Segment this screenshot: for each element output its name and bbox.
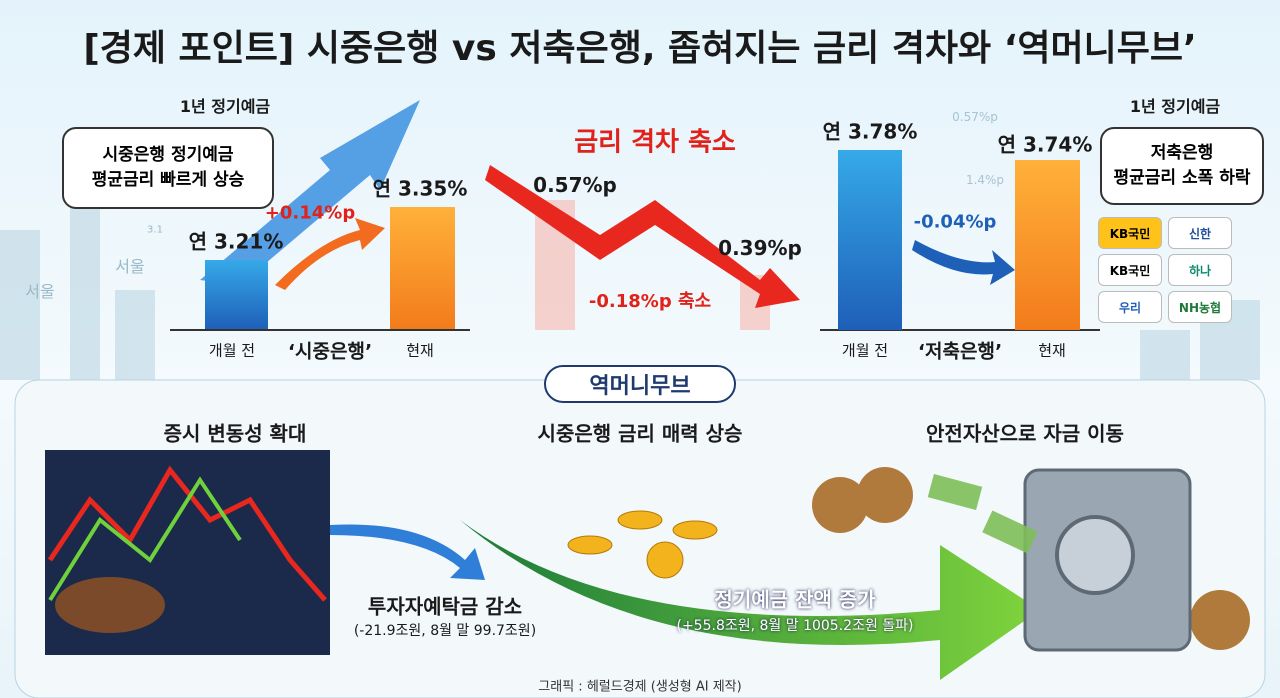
rate-change: +0.14%p bbox=[264, 202, 356, 224]
outflow-title: 투자자예탁금 감소 bbox=[367, 594, 523, 619]
rate-change: -0.04%p bbox=[913, 211, 997, 233]
bank-logo: 신한 bbox=[1168, 217, 1232, 249]
step-title: 증시 변동성 확대 bbox=[163, 421, 307, 446]
bank-logo: NH농협 bbox=[1168, 291, 1232, 323]
axis-label: ‘시중은행’ bbox=[287, 340, 373, 363]
bubble-line: 저축은행 bbox=[1150, 142, 1214, 163]
bank-logo: KB국민 bbox=[1098, 217, 1162, 249]
panel-label: 1년 정기예금 bbox=[179, 97, 271, 116]
gap-end: 0.39%p bbox=[718, 236, 802, 260]
inflow-detail: (+55.8조원, 8월 말 1005.2조원 돌파) bbox=[676, 618, 914, 634]
step-title: 안전자산으로 자금 이동 bbox=[926, 421, 1124, 446]
axis-label: 개월 전 bbox=[208, 341, 256, 360]
axis-label: 현재 bbox=[1038, 341, 1066, 360]
axis-label: 개월 전 bbox=[841, 341, 889, 360]
credit: 그래픽 : 헤럴드경제 (생성형 AI 제작) bbox=[538, 679, 742, 695]
outflow-detail: (-21.9조원, 8월 말 99.7조원) bbox=[353, 623, 537, 639]
bank-logo: KB국민 bbox=[1098, 254, 1162, 286]
axis-label: 현재 bbox=[406, 341, 434, 360]
rate-now: 연 3.35% bbox=[372, 176, 468, 201]
bg-label: 서울 bbox=[25, 282, 55, 301]
bubble-line: 시중은행 정기예금 bbox=[102, 144, 234, 165]
bg-label: 1.4%p bbox=[965, 173, 1005, 187]
title: [경제 포인트] 시중은행 vs 저축은행, 좁혀지는 금리 격차와 ‘역머니무… bbox=[83, 28, 1197, 69]
rate-before: 연 3.78% bbox=[822, 119, 918, 144]
step-title: 시중은행 금리 매력 상승 bbox=[537, 421, 743, 446]
bank-logo: 우리 bbox=[1098, 291, 1162, 323]
axis-label: ‘저축은행’ bbox=[917, 340, 1003, 363]
bubble-line: 평균금리 소폭 하락 bbox=[1113, 168, 1251, 188]
rate-before: 연 3.21% bbox=[188, 229, 284, 254]
bank-logo: 하나 bbox=[1168, 254, 1232, 286]
badge: 역머니무브 bbox=[589, 374, 691, 399]
rate-now: 연 3.74% bbox=[997, 132, 1093, 157]
bg-label: 0.57%p bbox=[952, 110, 998, 124]
bg-label: 서울 bbox=[115, 257, 145, 276]
bg-label: 3.1 bbox=[147, 224, 163, 236]
panel-label: 1년 정기예금 bbox=[1129, 97, 1221, 116]
gap-change: -0.18%p 축소 bbox=[588, 291, 712, 312]
inflow-title: 정기예금 잔액 증가 bbox=[714, 587, 876, 612]
gap-title: 금리 격차 축소 bbox=[574, 127, 736, 158]
gap-start: 0.57%p bbox=[533, 173, 617, 197]
bubble-line: 평균금리 빠르게 상승 bbox=[91, 170, 245, 190]
